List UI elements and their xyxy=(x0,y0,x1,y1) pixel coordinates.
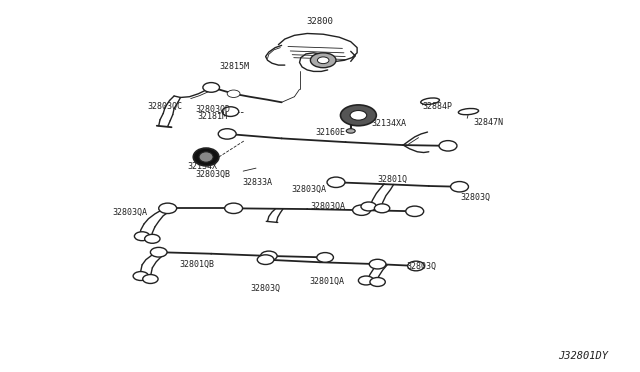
Circle shape xyxy=(218,129,236,139)
Ellipse shape xyxy=(420,98,440,105)
Circle shape xyxy=(260,251,277,261)
Text: 32803QB: 32803QB xyxy=(195,170,230,179)
Text: 32803Q: 32803Q xyxy=(251,283,280,292)
Text: 32833A: 32833A xyxy=(242,178,272,187)
Circle shape xyxy=(134,232,150,241)
Circle shape xyxy=(406,206,424,217)
Text: 32160E: 32160E xyxy=(316,128,346,137)
Text: 32803Q: 32803Q xyxy=(461,193,491,202)
Circle shape xyxy=(143,275,158,283)
Circle shape xyxy=(150,247,167,257)
Circle shape xyxy=(350,110,367,120)
Text: 32801QA: 32801QA xyxy=(309,277,344,286)
Text: J32801DY: J32801DY xyxy=(558,351,608,361)
Circle shape xyxy=(451,182,468,192)
Text: 32134X: 32134X xyxy=(188,162,218,171)
Text: 32134XA: 32134XA xyxy=(371,119,406,128)
Text: 32801Q: 32801Q xyxy=(378,175,408,184)
Circle shape xyxy=(361,202,376,211)
Text: 32801QB: 32801QB xyxy=(179,260,214,269)
Text: 32803QD: 32803QD xyxy=(195,105,230,114)
Ellipse shape xyxy=(458,109,479,115)
Circle shape xyxy=(374,204,390,213)
Ellipse shape xyxy=(199,152,213,162)
Circle shape xyxy=(327,177,345,187)
Circle shape xyxy=(353,205,371,215)
Circle shape xyxy=(257,255,274,264)
Circle shape xyxy=(408,261,424,271)
Ellipse shape xyxy=(346,129,355,133)
Circle shape xyxy=(145,234,160,243)
Circle shape xyxy=(340,105,376,126)
Circle shape xyxy=(317,253,333,262)
Ellipse shape xyxy=(193,148,219,166)
Circle shape xyxy=(369,259,386,269)
Text: 32847N: 32847N xyxy=(474,118,504,127)
Circle shape xyxy=(225,203,243,214)
Circle shape xyxy=(222,107,239,116)
Circle shape xyxy=(439,141,457,151)
Circle shape xyxy=(317,57,329,64)
Circle shape xyxy=(203,83,220,92)
Text: 32181M: 32181M xyxy=(197,112,227,121)
Text: 32800: 32800 xyxy=(307,17,333,26)
Circle shape xyxy=(358,276,374,285)
Text: 32803QA: 32803QA xyxy=(112,208,147,217)
Text: 32803QA: 32803QA xyxy=(310,202,346,211)
Circle shape xyxy=(310,53,336,68)
Text: 32803Q: 32803Q xyxy=(406,262,436,270)
Text: 32884P: 32884P xyxy=(422,102,452,110)
Text: 32815M: 32815M xyxy=(220,62,250,71)
Circle shape xyxy=(227,90,240,97)
Text: 32803QC: 32803QC xyxy=(147,102,182,110)
Circle shape xyxy=(133,272,148,280)
Circle shape xyxy=(370,278,385,286)
Circle shape xyxy=(159,203,177,214)
Text: 32803QA: 32803QA xyxy=(291,185,326,194)
